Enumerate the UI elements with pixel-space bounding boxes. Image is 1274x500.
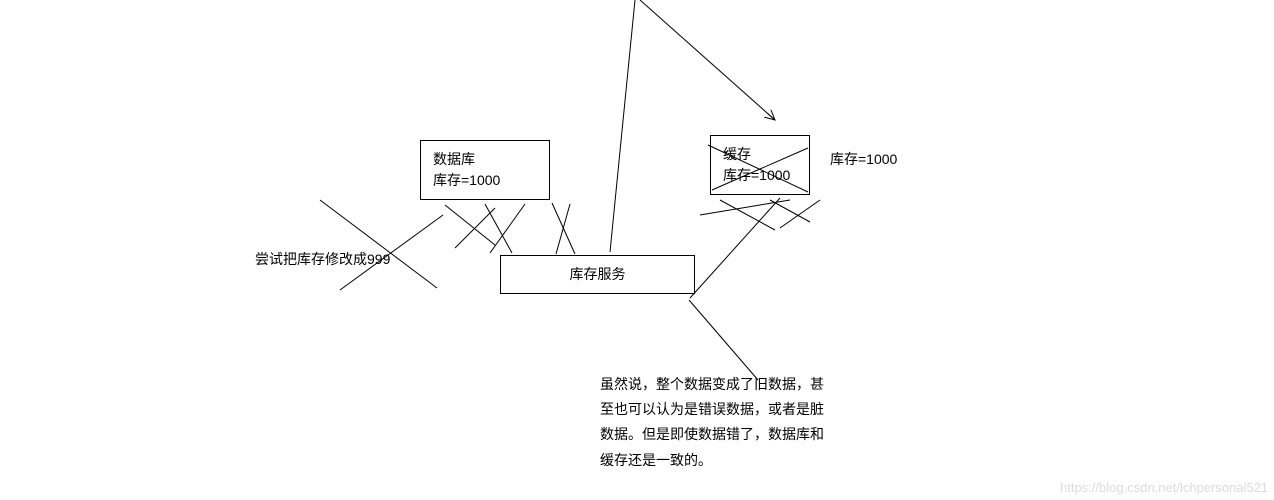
database-title: 数据库	[433, 149, 537, 170]
attempt-label: 尝试把库存修改成999	[255, 248, 390, 270]
cache-subtitle: 库存=1000	[723, 165, 797, 186]
attempt-text: 尝试把库存修改成999	[255, 251, 390, 267]
cache-right-text: 库存=1000	[830, 151, 897, 167]
cache-node: 缓存 库存=1000	[710, 135, 810, 195]
service-title: 库存服务	[513, 264, 682, 285]
service-node: 库存服务	[500, 255, 695, 294]
database-subtitle: 库存=1000	[433, 170, 537, 191]
watermark-content: https://blog.csdn.net/lchpersonal521	[1060, 480, 1268, 495]
explanation-paragraph: 虽然说，整个数据变成了旧数据，甚 至也可以认为是错误数据，或者是脏 数据。但是即…	[600, 372, 824, 473]
paragraph-line-1: 虽然说，整个数据变成了旧数据，甚	[600, 372, 824, 397]
watermark-text: https://blog.csdn.net/lchpersonal521	[1060, 480, 1268, 495]
cache-title: 缓存	[723, 144, 797, 165]
database-node: 数据库 库存=1000	[420, 140, 550, 200]
paragraph-line-2: 至也可以认为是错误数据，或者是脏	[600, 397, 824, 422]
paragraph-line-4: 缓存还是一致的。	[600, 448, 824, 473]
paragraph-line-3: 数据。但是即使数据错了，数据库和	[600, 422, 824, 447]
cache-right-label: 库存=1000	[830, 148, 897, 170]
